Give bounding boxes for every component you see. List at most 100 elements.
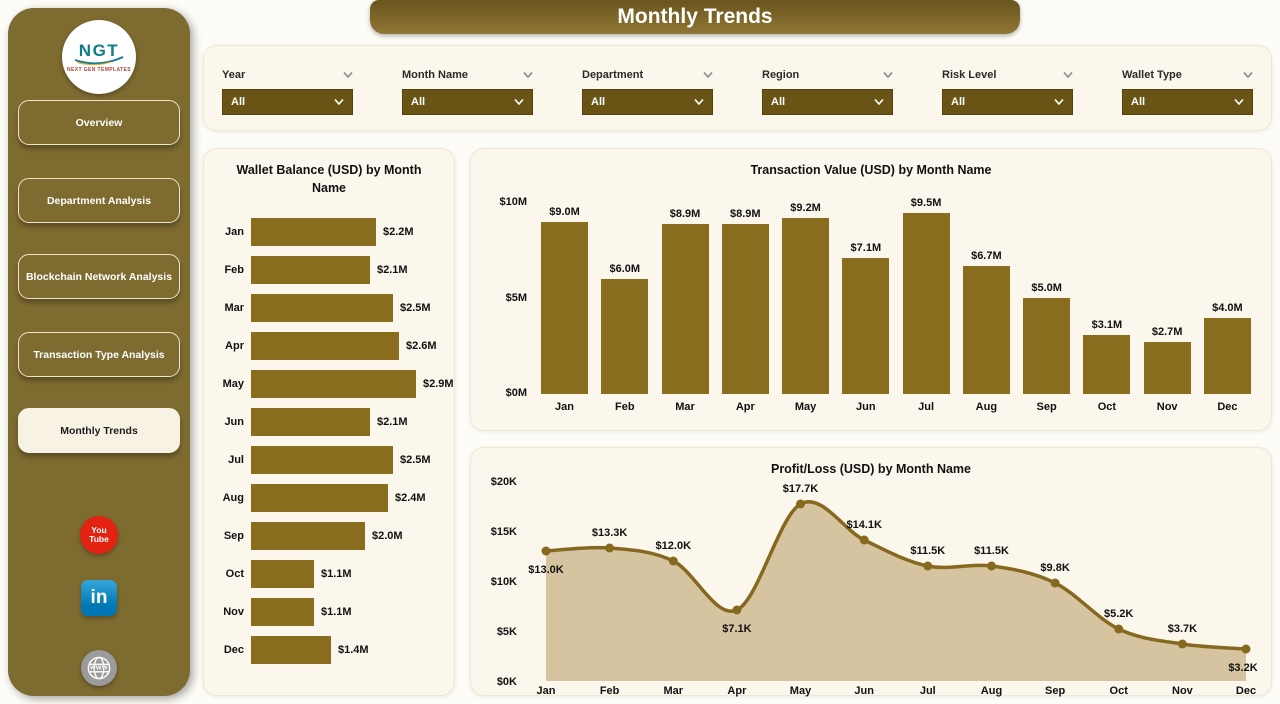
tv-bar[interactable]: $3.1M [1083,319,1131,394]
tv-month-label: Dec [1217,401,1238,413]
sidebar-item-monthly-trends[interactable]: Monthly Trends [18,408,180,453]
tv-bar[interactable]: $9.5M [902,197,950,394]
filter-label: Month Name [402,69,468,81]
filter-header-chevron[interactable] [1063,72,1073,78]
chevron-down-icon [703,72,713,78]
filter-month-name: Month Name All [402,69,533,115]
wallet-bar-row: Jan $2.2M [213,213,454,251]
profit-point[interactable] [1241,644,1251,654]
profit-point[interactable] [668,556,678,566]
pl-month-label: Aug [981,685,1002,697]
pl-axis-tick: $15K [491,526,517,538]
wallet-bar[interactable] [251,294,393,322]
sidebar-item-overview[interactable]: Overview [18,100,180,145]
profit-point[interactable] [1050,578,1060,588]
tv-month-label: May [794,401,817,413]
wallet-bar[interactable] [251,484,388,512]
profit-point[interactable] [796,499,805,509]
filter-dropdown-risk-level[interactable]: All [942,89,1073,115]
wallet-month-label: Aug [222,492,244,504]
profit-value-label: $3.7K [1168,623,1197,635]
chevron-down-icon [334,99,344,105]
profit-point[interactable] [987,561,996,571]
pl-month-label: Jul [920,685,936,697]
chevron-down-icon [343,72,353,78]
tv-month-label: Mar [675,401,695,413]
wallet-bar[interactable] [251,522,365,550]
filter-header-chevron[interactable] [883,72,893,78]
filter-dropdown-year[interactable]: All [222,89,353,115]
profit-point[interactable] [541,546,551,556]
filter-dropdown-wallet-type[interactable]: All [1122,89,1253,115]
wallet-month-label: Jun [224,416,244,428]
wallet-value-label: $1.1M [321,606,352,618]
tv-bar[interactable]: $8.9M [661,208,709,394]
profit-value-label: $12.0K [656,540,692,552]
chevron-down-icon [1054,99,1064,105]
profit-point[interactable] [923,561,933,571]
wallet-bar[interactable] [251,446,393,474]
profit-point[interactable] [732,605,742,615]
wallet-bar[interactable] [251,408,370,436]
wallet-value-label: $2.0M [372,530,403,542]
wallet-rows: Jan $2.2M Feb $2.1M Mar $2.5M Apr $2.6M May $2.9M… [204,213,454,669]
youtube-icon[interactable]: You Tube [80,516,118,554]
wallet-bar-row: Nov $1.1M [213,593,454,631]
wallet-bar[interactable] [251,370,416,398]
tv-bar[interactable]: $2.7M [1143,326,1191,394]
tv-month-label: Jun [856,401,876,413]
filter-header-chevron[interactable] [343,72,353,78]
wallet-bar[interactable] [251,636,331,664]
filter-region: Region All [762,69,893,115]
wallet-bar[interactable] [251,218,376,246]
profit-point[interactable] [1114,624,1124,634]
title-banner: Monthly Trends [370,0,1020,34]
filter-label: Year [222,69,246,81]
tv-axis-tick: $10M [499,196,527,208]
pl-month-label: Oct [1110,685,1129,697]
wallet-bar[interactable] [251,256,370,284]
filter-header-chevron[interactable] [523,72,533,78]
tv-bar[interactable]: $4.0M [1203,302,1251,394]
wallet-bar[interactable] [251,598,314,626]
wallet-bar[interactable] [251,560,314,588]
wallet-bar[interactable] [251,332,399,360]
tv-bar[interactable]: $8.9M [721,208,769,394]
pl-month-label: Apr [727,685,747,697]
tv-axis-tick: $5M [505,291,527,304]
pl-axis-tick: $0K [497,676,517,688]
wallet-balance-chart-card: Wallet Balance (USD) by Month Name Jan $2… [203,148,455,696]
filter-header-chevron[interactable] [703,72,713,78]
filter-dropdown-region[interactable]: All [762,89,893,115]
tv-bar[interactable]: $5.0M [1023,282,1071,394]
tv-bar[interactable]: $9.0M [541,206,588,394]
wallet-value-label: $2.1M [377,416,408,428]
tv-bar[interactable]: $9.2M [782,202,830,394]
profit-point[interactable] [1177,639,1187,649]
wallet-month-label: Jul [228,454,244,466]
profit-point[interactable] [859,535,869,545]
pl-month-label: Nov [1172,685,1194,697]
filter-dropdown-department[interactable]: All [582,89,713,115]
filter-header: Region [762,69,893,81]
linkedin-icon[interactable]: in [81,580,117,616]
wallet-month-label: Oct [225,568,244,580]
profit-value-label: $5.2K [1104,608,1133,620]
sidebar-item-blockchain-network-analysis[interactable]: Blockchain Network Analysis [18,254,180,299]
filter-selected-value: All [591,96,606,108]
tv-bar[interactable]: $7.1M [842,242,890,394]
filter-header-chevron[interactable] [1243,72,1253,78]
website-icon[interactable]: www [81,650,117,686]
tv-bar[interactable]: $6.0M [601,263,649,394]
profit-point[interactable] [605,543,615,553]
filter-header: Department [582,69,713,81]
tv-value-label: $4.0M [1212,302,1243,314]
dropdown-chevron [1054,99,1064,105]
sidebar-item-department-analysis[interactable]: Department Analysis [18,178,180,223]
tv-bar[interactable]: $6.7M [962,250,1010,394]
wallet-bar-row: Oct $1.1M [213,555,454,593]
sidebar-item-transaction-type-analysis[interactable]: Transaction Type Analysis [18,332,180,377]
tv-value-label: $5.0M [1031,282,1062,294]
filter-dropdown-month-name[interactable]: All [402,89,533,115]
